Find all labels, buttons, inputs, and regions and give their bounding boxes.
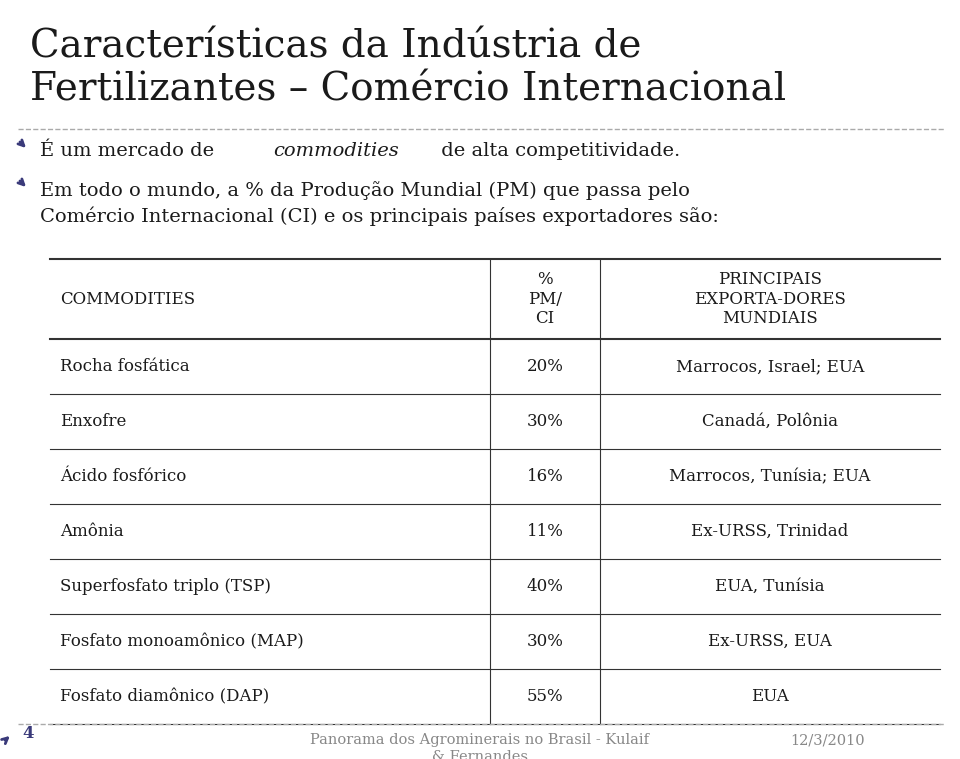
- Text: 11%: 11%: [527, 523, 564, 540]
- Text: Ex-URSS, EUA: Ex-URSS, EUA: [708, 633, 832, 650]
- Text: Ex-URSS, Trinidad: Ex-URSS, Trinidad: [691, 523, 849, 540]
- Text: de alta competitividade.: de alta competitividade.: [435, 142, 681, 160]
- Text: PRINCIPAIS
EXPORTA-DORES
MUNDIAIS: PRINCIPAIS EXPORTA-DORES MUNDIAIS: [694, 271, 846, 327]
- Text: COMMODITIES: COMMODITIES: [60, 291, 195, 307]
- Text: 30%: 30%: [527, 413, 564, 430]
- Text: Canadá, Polônia: Canadá, Polônia: [702, 413, 838, 430]
- Text: 16%: 16%: [527, 468, 564, 485]
- Text: 55%: 55%: [527, 688, 564, 705]
- Text: 12/3/2010: 12/3/2010: [790, 733, 865, 747]
- Text: Rocha fosfática: Rocha fosfática: [60, 358, 190, 375]
- Text: EUA: EUA: [751, 688, 789, 705]
- Text: Marrocos, Israel; EUA: Marrocos, Israel; EUA: [676, 358, 864, 375]
- Text: Fosfato monoamônico (MAP): Fosfato monoamônico (MAP): [60, 633, 303, 650]
- Text: EUA, Tunísia: EUA, Tunísia: [715, 578, 825, 595]
- Text: 20%: 20%: [527, 358, 564, 375]
- Text: 40%: 40%: [527, 578, 564, 595]
- Text: Ácido fosfórico: Ácido fosfórico: [60, 468, 186, 485]
- Text: Panorama dos Agrominerais no Brasil - Kulaif
& Fernandes: Panorama dos Agrominerais no Brasil - Ku…: [310, 733, 650, 759]
- Text: Superfosfato triplo (TSP): Superfosfato triplo (TSP): [60, 578, 271, 595]
- Text: Enxofre: Enxofre: [60, 413, 127, 430]
- Text: É um mercado de: É um mercado de: [40, 142, 221, 160]
- Text: Fosfato diamônico (DAP): Fosfato diamônico (DAP): [60, 688, 269, 705]
- Text: Características da Indústria de
Fertilizantes – Comércio Internacional: Características da Indústria de Fertiliz…: [30, 29, 786, 109]
- Text: commodities: commodities: [273, 142, 398, 160]
- Text: 4: 4: [22, 725, 34, 742]
- Text: %
PM/
CI: % PM/ CI: [528, 271, 562, 327]
- Text: Marrocos, Tunísia; EUA: Marrocos, Tunísia; EUA: [669, 468, 871, 485]
- Text: 30%: 30%: [527, 633, 564, 650]
- Text: Em todo o mundo, a % da Produção Mundial (PM) que passa pelo
Comércio Internacio: Em todo o mundo, a % da Produção Mundial…: [40, 181, 719, 225]
- Text: Amônia: Amônia: [60, 523, 124, 540]
